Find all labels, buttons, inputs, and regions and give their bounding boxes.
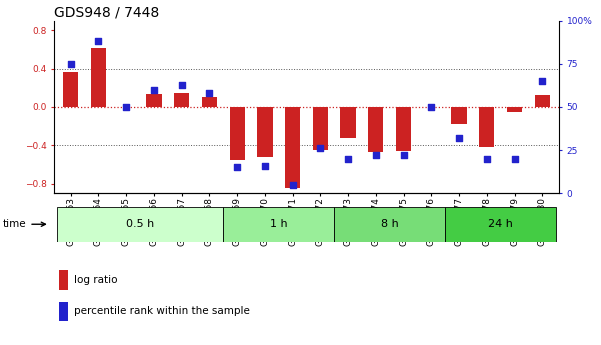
Text: log ratio: log ratio [75, 275, 118, 285]
Point [177, 82, 186, 87]
Point [537, 78, 547, 84]
Bar [63, 72, 78, 107]
Text: time: time [2, 219, 46, 229]
Point [343, 156, 353, 161]
Bar [59, 302, 69, 321]
Text: 8 h: 8 h [381, 219, 398, 229]
Text: 24 h: 24 h [488, 219, 513, 229]
Text: 0.5 h: 0.5 h [126, 219, 154, 229]
Bar [257, 107, 272, 157]
Point [316, 146, 325, 151]
Point [94, 39, 103, 44]
Bar [368, 107, 383, 152]
Text: 1 h: 1 h [270, 219, 288, 229]
Bar [285, 107, 300, 188]
Point [482, 156, 492, 161]
Bar [174, 92, 189, 107]
Text: percentile rank within the sample: percentile rank within the sample [75, 306, 250, 316]
Bar [202, 97, 217, 107]
Point [149, 87, 159, 92]
Bar [224, 207, 334, 242]
Point [66, 61, 76, 67]
Bar [445, 207, 556, 242]
Text: GDS948 / 7448: GDS948 / 7448 [54, 6, 159, 20]
Bar [230, 107, 245, 160]
Bar [535, 96, 550, 107]
Point [260, 163, 270, 168]
Point [204, 90, 214, 96]
Bar [146, 93, 162, 107]
Point [371, 152, 380, 158]
Bar [451, 107, 467, 124]
Bar [396, 107, 411, 151]
Point [427, 104, 436, 110]
Point [121, 104, 131, 110]
Point [510, 156, 519, 161]
Point [454, 135, 464, 141]
Bar [507, 107, 522, 112]
Point [399, 152, 409, 158]
Bar [341, 107, 356, 138]
Bar [59, 270, 69, 290]
Bar [334, 207, 445, 242]
Bar [313, 107, 328, 150]
Bar [91, 48, 106, 107]
Point [288, 182, 297, 187]
Point [233, 165, 242, 170]
Bar [57, 207, 224, 242]
Bar [479, 107, 495, 147]
